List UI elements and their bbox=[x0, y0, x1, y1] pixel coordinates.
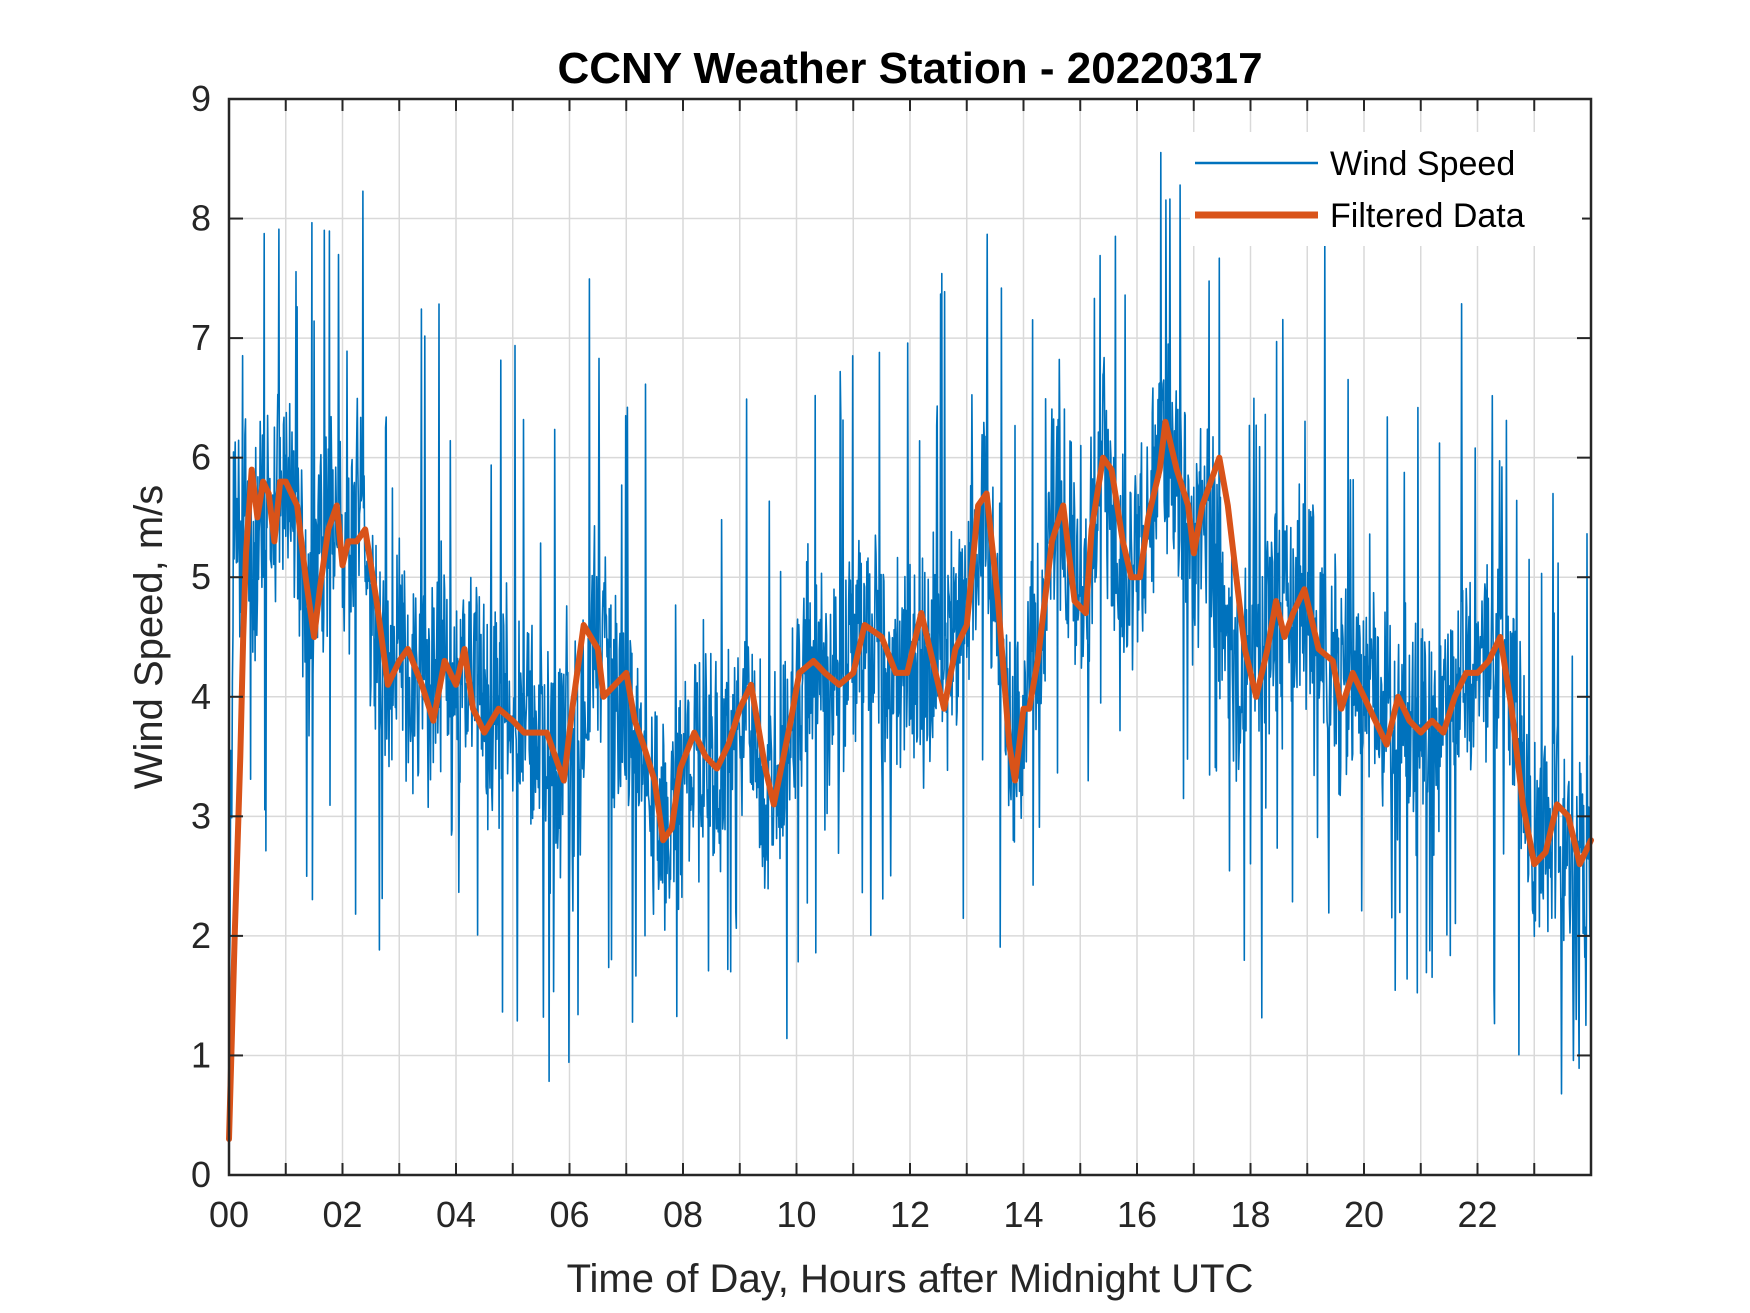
x-tick-label: 10 bbox=[776, 1194, 816, 1235]
x-axis-label: Time of Day, Hours after Midnight UTC bbox=[567, 1257, 1254, 1301]
y-tick-label: 1 bbox=[191, 1034, 211, 1075]
legend-label-wind-speed: Wind Speed bbox=[1330, 145, 1515, 183]
y-tick-label: 6 bbox=[191, 437, 211, 478]
x-tick-label: 16 bbox=[1117, 1194, 1157, 1235]
series-wind-speed-line bbox=[228, 151, 1592, 1095]
x-tick-label: 02 bbox=[322, 1194, 362, 1235]
x-tick-label: 12 bbox=[890, 1194, 930, 1235]
x-tick-label: 00 bbox=[209, 1194, 249, 1235]
legend: Wind Speed Filtered Data bbox=[1190, 132, 1582, 246]
y-tick-label: 3 bbox=[191, 795, 211, 836]
y-tick-label: 2 bbox=[191, 915, 211, 956]
x-tick-label: 22 bbox=[1457, 1194, 1497, 1235]
legend-label-filtered-data: Filtered Data bbox=[1330, 197, 1525, 235]
y-tick-label: 0 bbox=[191, 1154, 211, 1195]
x-tick-label: 06 bbox=[549, 1194, 589, 1235]
series-layer bbox=[226, 151, 1594, 1143]
chart-title: CCNY Weather Station - 20220317 bbox=[557, 44, 1262, 93]
x-tick-label: 08 bbox=[663, 1194, 703, 1235]
y-axis-label: Wind Speed, m/s bbox=[127, 485, 171, 790]
x-tick-label: 20 bbox=[1344, 1194, 1384, 1235]
y-tick-label: 4 bbox=[191, 676, 211, 717]
y-tick-label: 9 bbox=[191, 78, 211, 119]
axes-box bbox=[227, 97, 1593, 1177]
y-tick-label: 8 bbox=[191, 198, 211, 239]
y-tick-label: 5 bbox=[191, 556, 211, 597]
x-tick-label: 04 bbox=[436, 1194, 476, 1235]
y-tick-label: 7 bbox=[191, 317, 211, 358]
legend-box bbox=[1190, 132, 1582, 246]
series-filtered-data-line bbox=[226, 418, 1594, 1143]
x-tick-label: 14 bbox=[1003, 1194, 1043, 1235]
x-tick-label: 18 bbox=[1230, 1194, 1270, 1235]
